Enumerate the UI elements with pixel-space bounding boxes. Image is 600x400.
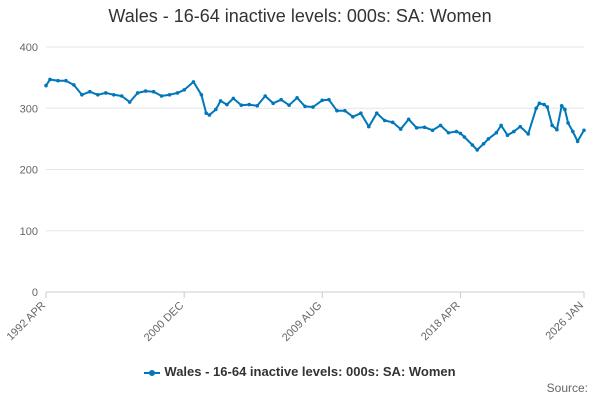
data-point[interactable] xyxy=(263,94,267,98)
x-tick-label: 2018 APR xyxy=(419,300,463,344)
data-point[interactable] xyxy=(512,129,516,134)
data-point[interactable] xyxy=(135,91,140,95)
data-point[interactable] xyxy=(351,115,355,119)
data-point[interactable] xyxy=(279,97,283,102)
data-point[interactable] xyxy=(446,130,451,135)
data-point[interactable] xyxy=(374,111,379,115)
data-point[interactable] xyxy=(545,105,550,109)
data-point[interactable] xyxy=(96,92,100,97)
data-point[interactable] xyxy=(143,89,148,93)
data-point[interactable] xyxy=(213,107,218,112)
data-point[interactable] xyxy=(247,102,252,107)
data-point[interactable] xyxy=(225,102,229,107)
data-point[interactable] xyxy=(271,101,275,106)
data-point[interactable] xyxy=(571,129,575,134)
data-point[interactable] xyxy=(555,127,559,132)
data-point[interactable] xyxy=(550,123,554,128)
data-point[interactable] xyxy=(204,111,209,115)
data-point[interactable] xyxy=(390,120,395,125)
y-tick-label: 200 xyxy=(20,165,38,177)
data-point[interactable] xyxy=(287,103,291,107)
data-point[interactable] xyxy=(406,117,411,122)
data-point[interactable] xyxy=(481,141,486,146)
data-point[interactable] xyxy=(207,113,212,117)
data-point[interactable] xyxy=(430,128,435,133)
data-point[interactable] xyxy=(499,123,503,128)
legend-line-marker-icon xyxy=(144,368,161,378)
data-point[interactable] xyxy=(303,104,307,109)
data-point[interactable] xyxy=(438,123,443,128)
data-point[interactable] xyxy=(103,91,108,95)
data-point[interactable] xyxy=(559,104,564,108)
x-tick-label: 2000 DEC xyxy=(142,300,186,344)
data-point[interactable] xyxy=(414,126,419,130)
data-point[interactable] xyxy=(542,102,546,107)
x-tick-label: 1992 APR xyxy=(5,300,49,344)
data-point[interactable] xyxy=(231,96,236,101)
data-point[interactable] xyxy=(526,132,531,136)
data-point[interactable] xyxy=(64,78,68,83)
data-point[interactable] xyxy=(537,101,542,106)
data-point[interactable] xyxy=(422,125,427,130)
data-point[interactable] xyxy=(343,108,347,113)
data-point[interactable] xyxy=(454,129,459,134)
data-point[interactable] xyxy=(367,124,371,129)
data-point[interactable] xyxy=(72,83,76,87)
data-point[interactable] xyxy=(295,96,299,100)
data-point[interactable] xyxy=(119,94,124,98)
data-point[interactable] xyxy=(159,94,164,98)
legend-label: Wales - 16-64 inactive levels: 000s: SA:… xyxy=(164,364,456,379)
data-point[interactable] xyxy=(88,89,92,94)
data-point[interactable] xyxy=(327,97,331,102)
data-point[interactable] xyxy=(335,108,339,113)
data-point[interactable] xyxy=(563,107,567,112)
data-point[interactable] xyxy=(505,133,510,137)
data-point[interactable] xyxy=(218,99,223,103)
data-point[interactable] xyxy=(239,103,244,107)
data-point[interactable] xyxy=(191,80,196,84)
y-tick-label: 0 xyxy=(32,287,38,299)
y-tick-label: 400 xyxy=(20,42,38,54)
data-point[interactable] xyxy=(470,143,475,147)
data-point[interactable] xyxy=(80,92,84,97)
y-tick-label: 100 xyxy=(20,226,38,238)
data-point[interactable] xyxy=(398,127,403,131)
data-point[interactable] xyxy=(44,83,48,88)
data-point[interactable] xyxy=(127,100,132,104)
data-point[interactable] xyxy=(48,77,52,82)
source-note: Source: xyxy=(546,381,588,395)
data-point[interactable] xyxy=(311,105,315,109)
legend-item[interactable]: Wales - 16-64 inactive levels: 000s: SA:… xyxy=(0,364,600,379)
chart-title: Wales - 16-64 inactive levels: 000s: SA:… xyxy=(108,6,492,26)
data-point[interactable] xyxy=(534,106,538,111)
data-point[interactable] xyxy=(458,131,463,136)
data-point[interactable] xyxy=(382,118,387,123)
data-point[interactable] xyxy=(494,130,499,135)
data-point[interactable] xyxy=(199,92,204,97)
data-point[interactable] xyxy=(486,137,491,141)
data-point[interactable] xyxy=(566,121,570,125)
data-point[interactable] xyxy=(56,78,60,83)
data-point[interactable] xyxy=(582,128,586,133)
data-point[interactable] xyxy=(518,124,523,129)
data-point[interactable] xyxy=(255,104,260,108)
y-tick-label: 300 xyxy=(20,103,38,115)
data-point[interactable] xyxy=(475,148,479,152)
series-line xyxy=(45,78,585,151)
data-point[interactable] xyxy=(182,88,187,92)
data-point[interactable] xyxy=(167,92,172,97)
data-point[interactable] xyxy=(575,139,580,144)
data-point[interactable] xyxy=(320,98,325,103)
x-tick-label: 2009 AUG xyxy=(280,300,324,344)
data-point[interactable] xyxy=(359,111,363,115)
x-tick-label: 2026 JAN xyxy=(543,300,586,343)
data-point[interactable] xyxy=(151,89,156,94)
data-point[interactable] xyxy=(175,91,180,95)
data-point[interactable] xyxy=(462,135,467,139)
data-point[interactable] xyxy=(111,92,116,97)
